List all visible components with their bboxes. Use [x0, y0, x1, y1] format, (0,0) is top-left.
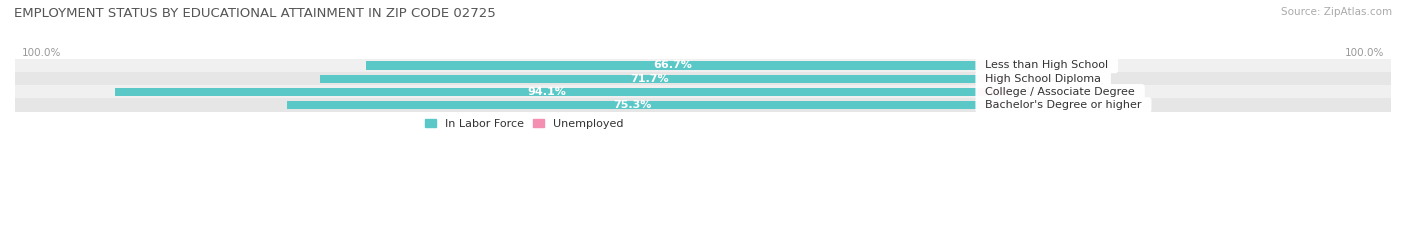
Bar [115, 88, 979, 96]
Text: Source: ZipAtlas.com: Source: ZipAtlas.com [1281, 7, 1392, 17]
Text: 0.0%: 0.0% [1024, 61, 1054, 70]
Text: 71.7%: 71.7% [630, 74, 669, 84]
Text: 100.0%: 100.0% [1344, 48, 1384, 58]
Bar [15, 85, 1391, 98]
Bar [15, 98, 1391, 112]
Bar [367, 61, 979, 70]
Text: 0.0%: 0.0% [1024, 100, 1054, 110]
Text: 100.0%: 100.0% [22, 48, 62, 58]
Bar [287, 101, 979, 109]
Text: Less than High School: Less than High School [979, 61, 1115, 70]
Text: High School Diploma: High School Diploma [979, 74, 1108, 84]
Text: College / Associate Degree: College / Associate Degree [979, 87, 1142, 97]
Legend: In Labor Force, Unemployed: In Labor Force, Unemployed [420, 114, 627, 134]
Text: 75.3%: 75.3% [613, 100, 652, 110]
Bar [321, 75, 979, 83]
Bar [979, 88, 1011, 96]
Bar [15, 72, 1391, 85]
Bar [15, 59, 1391, 72]
Bar [979, 61, 1011, 70]
Text: 94.1%: 94.1% [527, 87, 567, 97]
Text: EMPLOYMENT STATUS BY EDUCATIONAL ATTAINMENT IN ZIP CODE 02725: EMPLOYMENT STATUS BY EDUCATIONAL ATTAINM… [14, 7, 496, 20]
Bar [979, 101, 1011, 109]
Text: 1.7%: 1.7% [1024, 87, 1054, 97]
Text: 0.0%: 0.0% [1024, 74, 1054, 84]
Text: 66.7%: 66.7% [652, 61, 692, 70]
Text: Bachelor's Degree or higher: Bachelor's Degree or higher [979, 100, 1149, 110]
Bar [979, 75, 1011, 83]
